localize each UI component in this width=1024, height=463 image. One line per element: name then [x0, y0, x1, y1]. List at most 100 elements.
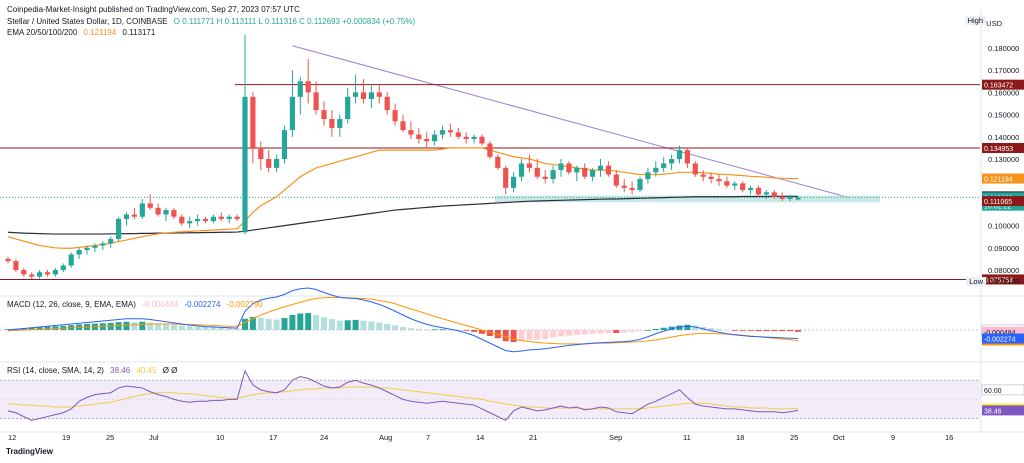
rsi-line — [7, 369, 799, 421]
time-tick-label: 24 — [320, 433, 328, 442]
level-tag-bg — [982, 274, 1024, 285]
macd-histogram-bar — [368, 321, 375, 330]
macd-histogram-bar — [328, 319, 335, 330]
rsi-label[interactable]: RSI (14, close, SMA, 14, 2) — [7, 366, 104, 375]
candle-body — [669, 159, 675, 164]
candle-body — [21, 270, 27, 275]
support-zone — [495, 195, 880, 203]
macd-histogram-bar — [194, 326, 201, 330]
candle-body — [242, 96, 248, 233]
candle-body — [179, 216, 185, 224]
candle-body — [740, 183, 746, 191]
macd-histogram-bar — [44, 326, 51, 330]
macd-histogram-bar — [763, 330, 770, 332]
macd-histogram-bar — [581, 330, 588, 335]
macd-histogram-bar — [613, 330, 620, 333]
time-tick-label: Aug — [379, 433, 392, 442]
macd-histogram-bar — [249, 316, 256, 330]
macd-histogram-bar — [637, 330, 643, 332]
macd-histogram-bar — [534, 330, 541, 340]
macd-histogram-bar — [273, 319, 280, 330]
candle-body — [266, 159, 272, 168]
candle-body — [392, 110, 398, 122]
macd-histogram-bar — [518, 330, 525, 342]
macd-histogram-bar — [107, 322, 114, 330]
macd-label[interactable]: MACD (12, 26, close, 9, EMA, EMA) — [7, 300, 136, 309]
candle-body — [534, 167, 540, 177]
macd-histogram-bar — [242, 318, 248, 330]
candle-body — [724, 181, 730, 186]
time-tick-label: 10 — [216, 433, 224, 442]
candle-body — [92, 245, 98, 248]
rsi-legend: RSI (14, close, SMA, 14, 2) 38.46 40.45 … — [7, 366, 181, 375]
time-tick-label: 7 — [426, 433, 430, 442]
macd-histogram-bar — [795, 330, 801, 332]
price-tick-label: 0.130000 — [988, 155, 1019, 164]
candle-body — [408, 130, 414, 135]
candle-body — [68, 254, 74, 266]
ema-legend: EMA 20/50/100/200 0.121194 0.113171 — [7, 28, 159, 37]
ema-value-orange: 0.121194 — [83, 28, 117, 37]
candle-body — [376, 92, 382, 97]
candle-body — [416, 134, 422, 140]
ema-200-line — [7, 195, 799, 235]
candle-body — [297, 81, 303, 97]
macd-histogram-bar — [265, 318, 272, 330]
candle-body — [487, 143, 493, 157]
level-tag-bg — [982, 143, 1024, 154]
time-tick-label: 21 — [529, 433, 537, 442]
candle-body — [637, 178, 643, 191]
candle-body — [447, 130, 453, 133]
candle-body — [384, 96, 390, 111]
macd-histogram-bar — [376, 322, 383, 330]
candle-body — [692, 163, 698, 175]
macd-histogram-bar — [400, 327, 406, 330]
macd-histogram-bar — [423, 329, 430, 331]
price-tick-label: 0.150000 — [988, 111, 1019, 120]
candle-body — [360, 92, 367, 100]
candle-body — [202, 218, 209, 222]
candle-body — [629, 187, 635, 191]
low-tag: Low — [966, 277, 986, 286]
level-tag-bg — [982, 79, 1024, 90]
macd-histogram-bar — [178, 325, 185, 330]
macd-line — [7, 287, 799, 353]
macd-histogram-bar — [123, 321, 130, 330]
candle-body — [574, 167, 580, 173]
level-tag: 0.075754 — [984, 277, 1013, 284]
macd-histogram-bar — [502, 330, 509, 342]
macd-histogram-bar — [542, 330, 549, 339]
candle-body — [550, 170, 556, 179]
candle-body — [274, 159, 280, 168]
rsi-tag-bg — [982, 405, 1024, 416]
candle-body — [479, 136, 485, 144]
macd-histogram-bar — [28, 327, 35, 330]
low-value: 0.075183 — [988, 277, 1020, 286]
rsi-tag: 60.00 — [984, 388, 1002, 395]
price-tag-bg — [982, 173, 1024, 184]
candle-body — [716, 178, 722, 182]
time-tick-label: 25 — [106, 433, 114, 442]
published-caption: Coinpedia-Market-Insight published on Tr… — [7, 5, 300, 14]
candle-body — [518, 163, 525, 177]
macd-histogram-bar — [471, 330, 478, 332]
macd-histogram-bar — [716, 328, 722, 330]
rsi-ma-line — [8, 386, 799, 410]
candle-body — [29, 274, 35, 277]
candle-body — [187, 221, 193, 224]
ema-value-dark: 0.113171 — [122, 28, 156, 37]
time-tick-label: 9 — [891, 433, 895, 442]
price-tag-bg — [982, 196, 1024, 207]
candle-body — [5, 258, 11, 262]
candle-body — [582, 167, 588, 177]
tradingview-logo[interactable]: TradingView — [6, 447, 53, 456]
brand-text: TradingView — [6, 447, 53, 456]
ema-label[interactable]: EMA 20/50/100/200 — [7, 28, 78, 37]
macd-histogram-bar — [139, 321, 146, 330]
symbol-label[interactable]: Stellar / United States Dollar, 1D, COIN… — [7, 17, 168, 26]
price-tick-label: 0.100000 — [988, 222, 1019, 231]
candle-body — [226, 216, 232, 219]
currency-label[interactable]: USD — [986, 19, 1002, 28]
candle-body — [353, 92, 359, 97]
macd-histogram-bar — [779, 330, 786, 332]
